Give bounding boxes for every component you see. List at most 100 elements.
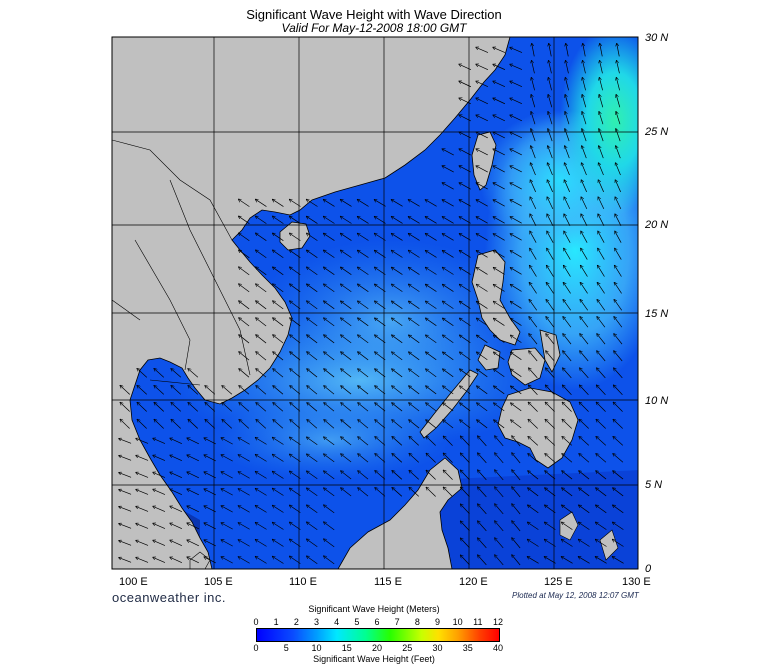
wave-direction-arrow xyxy=(562,522,573,530)
wave-direction-arrow xyxy=(596,522,607,530)
wave-direction-arrow xyxy=(443,369,454,378)
wave-direction-arrow xyxy=(358,301,369,310)
wave-direction-arrow xyxy=(459,115,471,122)
wave-direction-arrow xyxy=(425,234,437,241)
wave-direction-arrow xyxy=(307,403,318,412)
wave-direction-arrow xyxy=(256,216,267,224)
wave-direction-arrow xyxy=(187,438,199,445)
wave-direction-arrow xyxy=(613,540,624,547)
colorbar-meter-tick: 12 xyxy=(492,617,503,627)
wave-direction-arrow xyxy=(273,488,284,496)
wave-direction-arrow xyxy=(443,352,454,361)
wave-direction-arrow xyxy=(579,454,590,463)
wave-direction-arrow xyxy=(612,557,624,564)
wave-direction-arrow xyxy=(562,505,573,514)
wave-direction-arrow xyxy=(580,317,589,328)
wave-direction-arrow xyxy=(460,335,471,343)
wave-direction-arrow xyxy=(425,217,437,224)
wave-direction-arrow xyxy=(476,234,488,241)
lat-label-25n: 25 N xyxy=(645,126,669,138)
plotted-timestamp: Plotted at May 12, 2008 12:07 GMT xyxy=(512,591,639,600)
wave-direction-arrow xyxy=(119,456,132,461)
wave-direction-arrow xyxy=(324,488,335,497)
wave-direction-arrow xyxy=(222,420,233,429)
wave-direction-arrow xyxy=(598,180,604,193)
wave-direction-arrow xyxy=(599,112,604,125)
wave-direction-arrow xyxy=(222,403,233,412)
wave-direction-arrow xyxy=(375,234,386,241)
colorbar-meter-tick: 0 xyxy=(253,617,259,627)
wave-direction-arrow xyxy=(595,557,607,564)
wave-direction-arrow xyxy=(375,403,386,412)
wave-direction-arrow xyxy=(579,471,590,480)
wave-direction-arrow xyxy=(222,386,233,395)
wave-direction-arrow xyxy=(426,369,437,378)
wave-direction-arrow xyxy=(153,455,166,461)
wave-direction-arrow xyxy=(495,521,504,532)
wave-direction-arrow xyxy=(530,180,536,193)
colorbar-feet-tick: 40 xyxy=(492,643,503,653)
wave-direction-arrow xyxy=(545,540,556,547)
wave-direction-arrow xyxy=(546,283,554,294)
wave-direction-arrow xyxy=(510,81,523,87)
wave-direction-arrow xyxy=(290,216,301,224)
wave-direction-arrow xyxy=(476,98,489,105)
wave-direction-arrow xyxy=(476,149,488,156)
wave-direction-arrow xyxy=(546,385,555,395)
wave-direction-arrow xyxy=(238,557,250,564)
wave-direction-arrow xyxy=(564,180,570,193)
wave-direction-arrow xyxy=(528,505,539,514)
wave-direction-arrow xyxy=(549,61,552,74)
wave-direction-arrow xyxy=(255,523,267,530)
wave-direction-arrow xyxy=(358,420,369,429)
wave-direction-arrow xyxy=(187,489,199,496)
wave-direction-arrow xyxy=(307,386,318,395)
wave-direction-arrow xyxy=(290,556,301,564)
wave-direction-arrow xyxy=(512,487,521,498)
wave-direction-arrow xyxy=(477,285,488,292)
wave-direction-arrow xyxy=(493,234,505,241)
wave-direction-arrow xyxy=(544,557,556,564)
wave-direction-arrow xyxy=(510,200,522,207)
wave-direction-arrow xyxy=(599,163,604,176)
colorbar-feet-tick: 30 xyxy=(432,643,443,653)
wave-direction-arrow xyxy=(478,504,487,515)
lat-label-15n: 15 N xyxy=(645,308,669,320)
wave-direction-arrow xyxy=(442,234,454,241)
wave-direction-arrow xyxy=(613,488,624,497)
lon-label-110e: 110 E xyxy=(289,576,317,588)
wave-direction-arrow xyxy=(510,234,522,241)
wave-direction-arrow xyxy=(255,455,267,462)
wave-direction-arrow xyxy=(374,200,386,207)
wave-direction-arrow xyxy=(460,318,471,326)
wave-direction-arrow xyxy=(461,436,470,446)
wave-direction-arrow xyxy=(256,284,267,293)
wave-direction-arrow xyxy=(529,283,537,294)
wave-direction-arrow xyxy=(565,146,570,159)
wave-direction-arrow xyxy=(580,368,589,379)
colorbar-meter-tick: 5 xyxy=(354,617,360,627)
wave-direction-arrow xyxy=(493,81,506,88)
wave-direction-arrow xyxy=(510,183,522,190)
wave-direction-arrow xyxy=(324,454,335,463)
wave-direction-arrow xyxy=(443,301,454,309)
wave-direction-arrow xyxy=(529,300,538,311)
wave-direction-arrow xyxy=(153,540,166,546)
wave-direction-arrow xyxy=(255,540,267,547)
wave-direction-arrow xyxy=(187,557,199,564)
wave-direction-arrow xyxy=(613,402,623,412)
colorbar-meter-tick: 7 xyxy=(394,617,400,627)
wave-direction-arrow xyxy=(494,403,505,412)
taiwan-island xyxy=(471,131,497,191)
wave-direction-arrow xyxy=(494,420,505,429)
wave-direction-arrow xyxy=(239,216,250,224)
wave-direction-arrow xyxy=(528,437,539,446)
wave-direction-arrow xyxy=(119,439,132,444)
wave-direction-arrow xyxy=(443,420,454,429)
lon-label-120e: 120 E xyxy=(459,576,488,588)
wave-direction-arrow xyxy=(256,369,267,378)
wave-direction-arrow xyxy=(613,420,623,429)
wave-direction-arrow xyxy=(119,507,132,512)
wave-direction-arrow xyxy=(273,505,284,513)
wave-direction-arrow xyxy=(290,318,301,327)
